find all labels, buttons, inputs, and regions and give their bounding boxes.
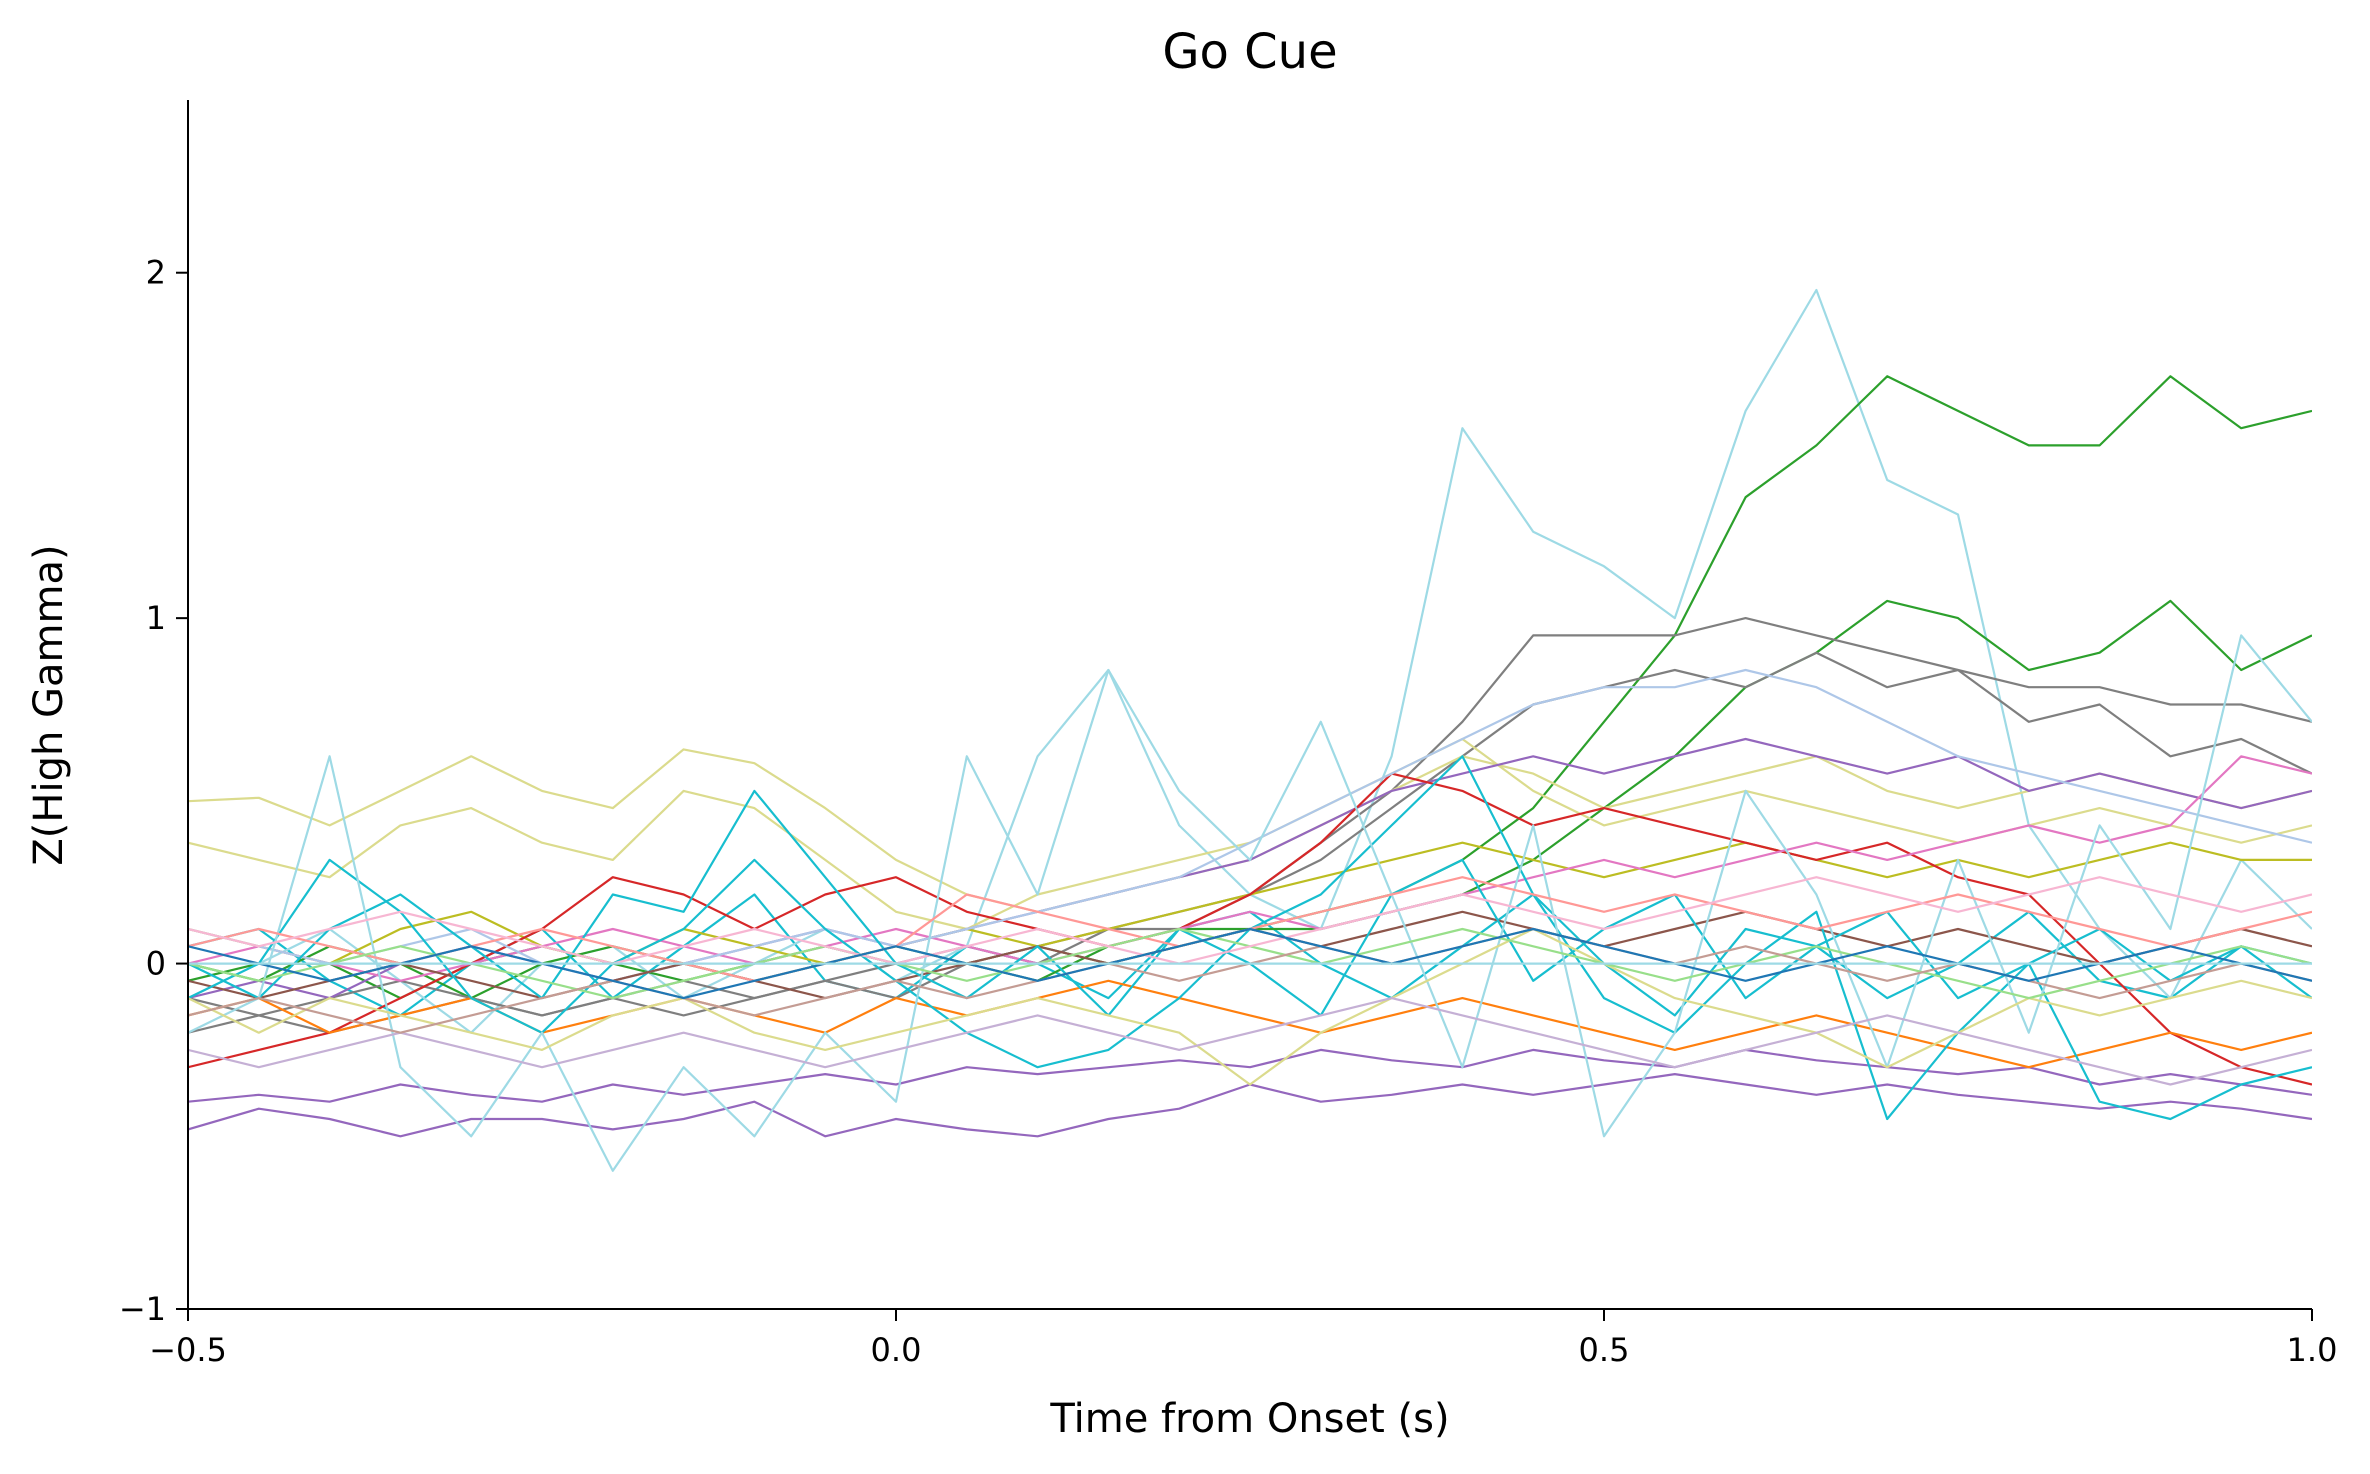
y-tick-label: 2 xyxy=(146,254,166,292)
chart-title: Go Cue xyxy=(1162,24,1337,80)
y-tick-label: 1 xyxy=(146,599,166,637)
x-tick-label: 0.0 xyxy=(871,1331,922,1369)
x-axis-label: Time from Onset (s) xyxy=(1049,1396,1449,1442)
x-axis-ticks: −0.5 0.0 0.5 1.0 xyxy=(149,1309,2337,1369)
series-line-22 xyxy=(188,996,2312,1086)
x-tick-label: 1.0 xyxy=(2287,1331,2338,1369)
series-layer xyxy=(188,288,2312,1172)
series-line-26 xyxy=(188,876,2312,965)
series-line-20 xyxy=(188,634,2312,1172)
y-axis-ticks: −1 0 1 2 xyxy=(119,254,188,1328)
series-line-14 xyxy=(188,979,2312,1069)
y-tick-label: −1 xyxy=(119,1290,166,1328)
x-tick-label: 0.5 xyxy=(1579,1331,1630,1369)
series-line-2 xyxy=(188,288,2312,1034)
series-line-11 xyxy=(188,1048,2312,1103)
x-tick-label: −0.5 xyxy=(149,1331,227,1369)
y-tick-label: 0 xyxy=(146,945,166,983)
y-axis-label: Z(High Gamma) xyxy=(26,544,72,865)
series-line-3 xyxy=(188,375,2312,1000)
